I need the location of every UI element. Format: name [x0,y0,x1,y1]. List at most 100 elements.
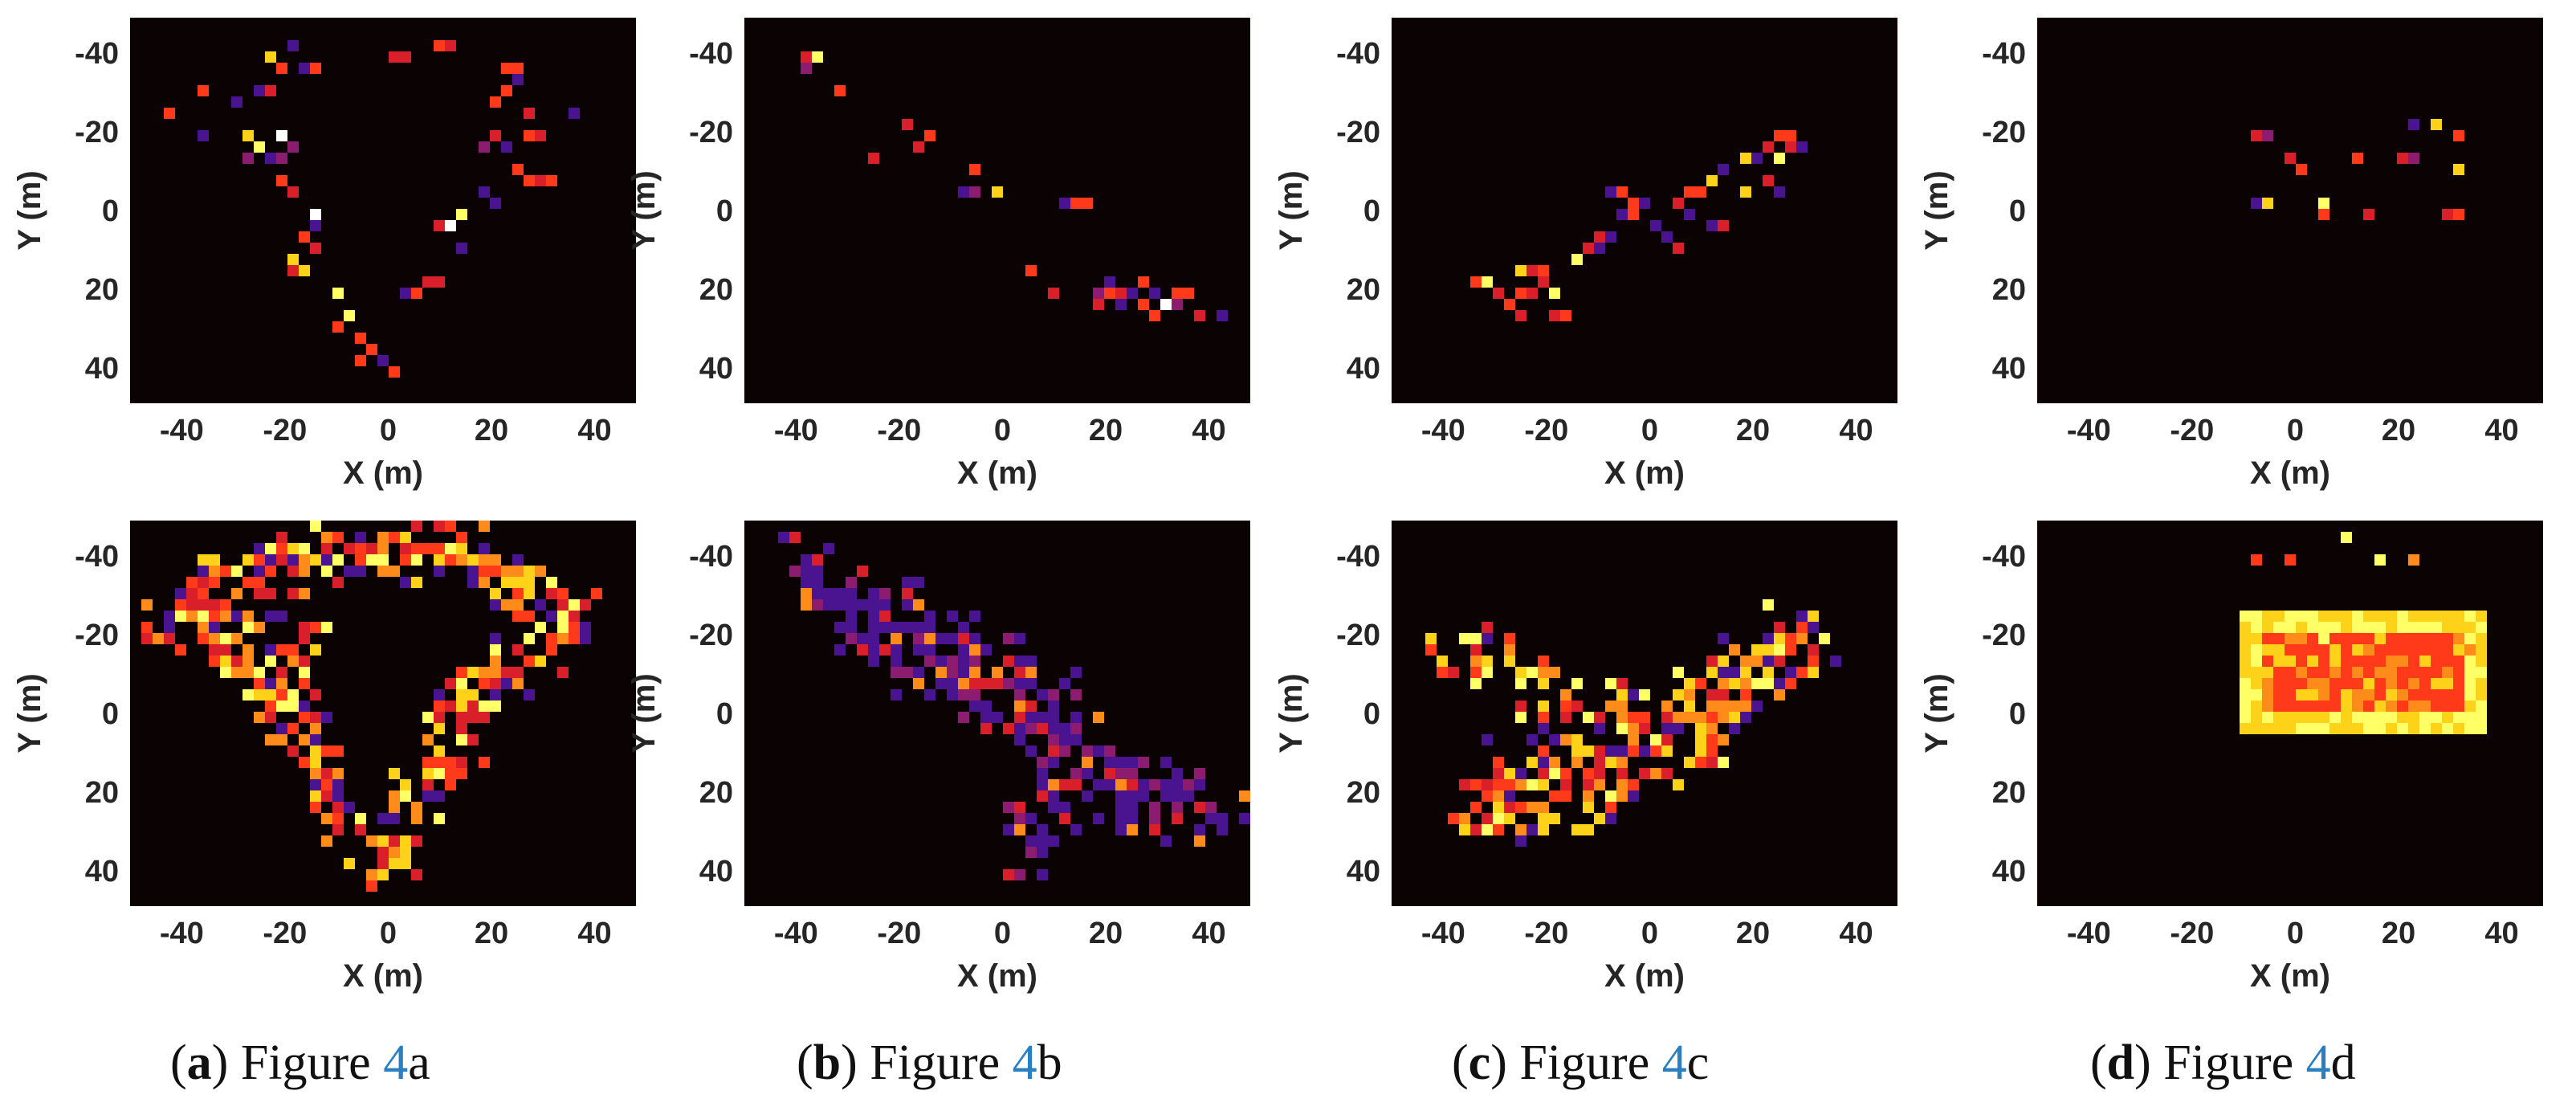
heatmap-cell [1706,745,1718,757]
heatmap-cell [1048,779,1059,790]
heatmap-cell [276,701,287,712]
heatmap-cell [1616,757,1628,768]
heatmap-cell [1628,689,1639,701]
x-axis-label: X (m) [1604,958,1685,994]
heatmap-cell [1504,768,1515,779]
heatmap-cell [490,554,501,566]
heatmap-cell [1093,779,1104,790]
heatmap-cell [456,701,467,712]
caption-d-letter: d [2106,1035,2135,1090]
heatmap-cell [846,588,857,599]
heatmap-cell [789,566,801,577]
heatmap-cell [164,622,175,633]
heatmap-cell [1684,186,1695,198]
caption-c-ref[interactable]: 4 [1661,1035,1687,1090]
caption-a-ref[interactable]: 4 [383,1035,409,1090]
heatmap-cell [2341,701,2352,712]
heatmap-cell [2386,633,2397,644]
heatmap-cell [2285,656,2296,667]
heatmap-cell [2307,644,2318,656]
heatmap-cell [2397,723,2408,734]
heatmap-cell [969,689,980,701]
heatmap-cell [913,577,924,588]
heatmap-cell [2251,633,2262,644]
heatmap-cell [868,153,879,164]
heatmap-cell [834,644,846,656]
heatmap-cell [1115,779,1127,790]
heatmap-cell [456,689,467,701]
heatmap-cell [276,554,287,566]
heatmap-cell [1149,802,1160,813]
heatmap-cell [2363,667,2374,678]
heatmap-cell [1504,644,1515,656]
heatmap-cell [1718,678,1729,689]
y-tick-label: 0 [1363,697,1380,731]
heatmap-cell [1594,768,1605,779]
heatmap-cell [2262,611,2273,622]
heatmap-cell [1194,768,1205,779]
heatmap-cell [2386,723,2397,734]
heatmap-cell [1808,667,1819,678]
heatmap-cell [1819,633,1830,644]
heatmap-cell [1740,667,1751,678]
heatmap-cell [422,543,434,554]
heatmap-cell [2285,611,2296,622]
heatmap-cell [1718,164,1729,175]
heatmap-cell [812,51,823,63]
heatmap-cell [1149,813,1160,824]
heatmap-cell [2251,723,2262,734]
heatmap-cell [209,656,220,667]
heatmap-cell [321,790,332,802]
heatmap-cell [1538,757,1549,768]
caption-b-ref[interactable]: 4 [1012,1035,1037,1090]
heatmap-cell [969,644,980,656]
panel-c-bottom: -40 -20 0 20 40 -40 -20 0 20 40 X (m) Y (m) [1274,521,1897,994]
caption-d-ref[interactable]: 4 [2305,1035,2331,1090]
heatmap-cell [209,633,220,644]
heatmap-cell [1070,667,1082,678]
heatmap-cell [2341,667,2352,678]
heatmap-cell [1104,779,1115,790]
heatmap-cell [456,734,467,745]
heatmap-cell [310,243,321,254]
heatmap-cell [321,622,332,633]
heatmap-cell [2453,164,2464,175]
heatmap-cell [1538,712,1549,723]
heatmap-cell [2352,633,2363,644]
heatmap-cell [175,588,186,599]
heatmap-cell [1695,186,1706,198]
heatmap-cell [400,288,411,299]
heatmap-cell [456,543,467,554]
heatmap-cell [2251,678,2262,689]
heatmap-cell [321,532,332,543]
heatmap-cell [422,712,434,723]
heatmap-cell [2262,723,2273,734]
panel-b-top: -40 -20 0 20 40 -40 -20 0 20 40 X (m) Y (m) [626,18,1250,491]
heatmap-cell [1127,779,1138,790]
heatmap-cell [456,667,467,678]
heatmap-cell [1763,175,1774,186]
heatmap-cell [2408,633,2419,644]
heatmap-cell [1172,288,1183,299]
heatmap-cell [2329,667,2341,678]
heatmap-cell [1639,198,1650,209]
heatmap-cell [1003,824,1014,835]
heatmap-cell [400,858,411,869]
heatmap-cell [1526,757,1538,768]
heatmap-cell [1763,678,1774,689]
heatmap-cell [287,554,299,566]
heatmap-cell [1515,701,1526,712]
heatmap-cell [1706,757,1718,768]
heatmap-cell [1628,745,1639,757]
heatmap-cell [377,543,389,554]
heatmap-cell [2453,712,2464,723]
heatmap-cells [801,51,1228,321]
heatmap-cell [1183,779,1194,790]
caption-a-text: Figure [240,1035,384,1090]
heatmap-cell [467,689,479,701]
heatmap-cell [924,656,935,667]
heatmap-cell [389,847,400,858]
y-tick-label: 20 [1992,273,2026,307]
heatmap-cell [1482,656,1493,667]
